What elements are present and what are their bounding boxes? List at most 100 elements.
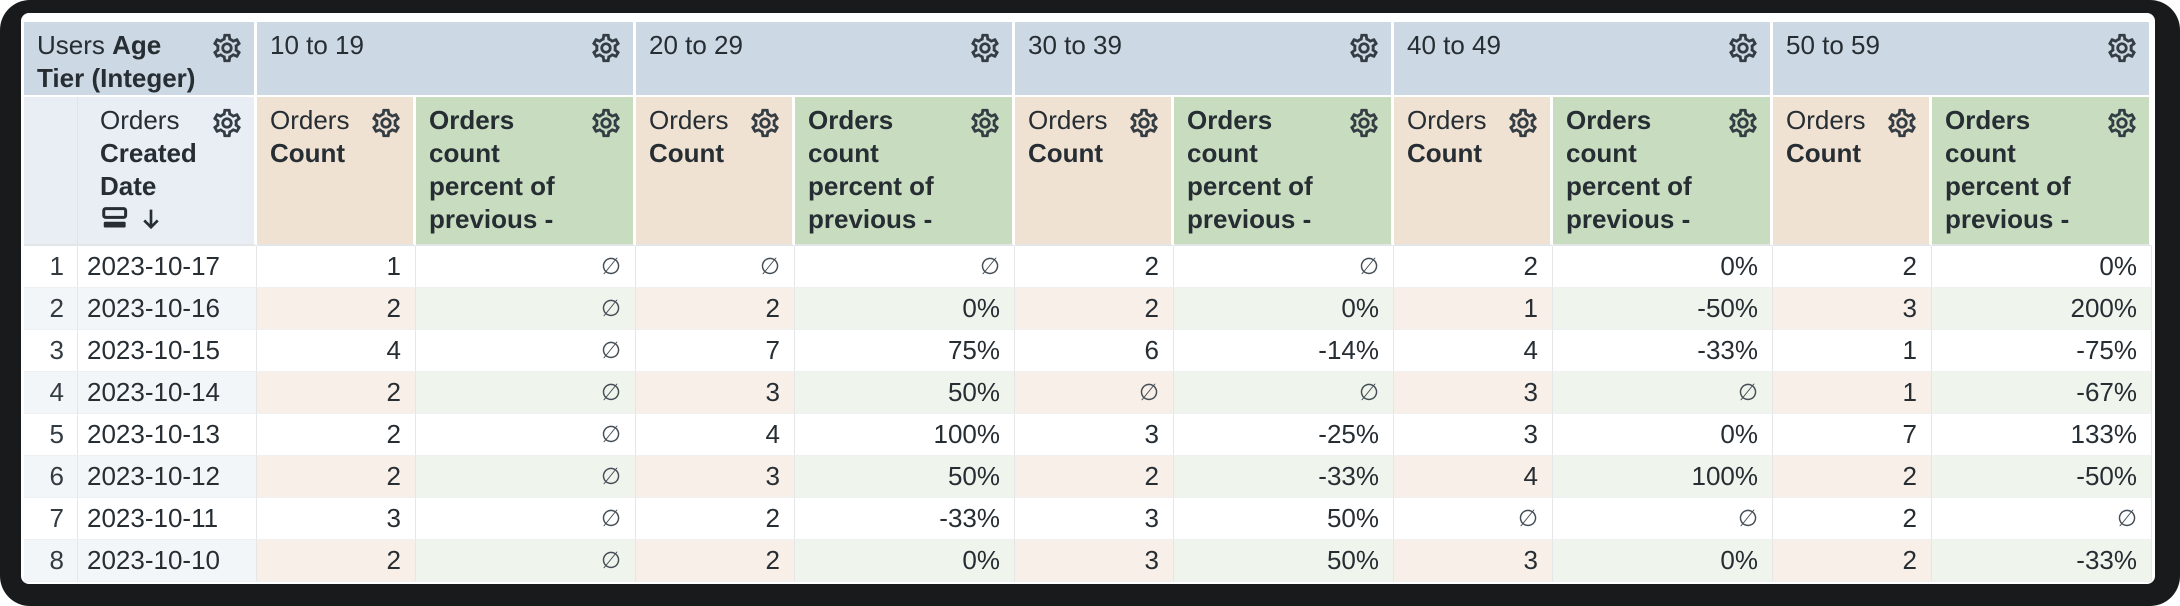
percent-cell[interactable]: 75%	[795, 330, 1015, 372]
group-subtotal-icon[interactable]	[100, 203, 130, 241]
count-cell[interactable]: 3	[1015, 414, 1174, 456]
count-cell[interactable]: 2	[636, 540, 795, 582]
date-cell[interactable]: 2023-10-10	[78, 540, 257, 582]
count-cell[interactable]: 2	[257, 540, 416, 582]
count-cell[interactable]: 2	[257, 288, 416, 330]
percent-cell[interactable]: -50%	[1932, 456, 2152, 498]
measure-header-percent[interactable]: Orders count percent of previous - acros…	[416, 97, 636, 267]
percent-cell[interactable]: 0%	[1553, 414, 1773, 456]
percent-cell[interactable]: ∅	[795, 246, 1015, 288]
measure-header-percent[interactable]: Orders count percent of previous - acros…	[795, 97, 1015, 267]
gear-icon[interactable]	[2105, 31, 2139, 65]
percent-cell[interactable]: 100%	[1553, 456, 1773, 498]
percent-cell[interactable]: ∅	[416, 330, 636, 372]
date-cell[interactable]: 2023-10-13	[78, 414, 257, 456]
percent-cell[interactable]: ∅	[416, 540, 636, 582]
count-cell[interactable]: ∅	[1394, 498, 1553, 540]
count-cell[interactable]: 2	[1773, 246, 1932, 288]
measure-header-count[interactable]: Orders Count	[1394, 97, 1553, 246]
percent-cell[interactable]: ∅	[416, 288, 636, 330]
measure-header-count[interactable]: Orders Count	[636, 97, 795, 246]
measure-header-percent[interactable]: Orders count percent of previous - acros…	[1174, 97, 1394, 267]
count-cell[interactable]: 2	[257, 414, 416, 456]
date-cell[interactable]: 2023-10-17	[78, 246, 257, 288]
count-cell[interactable]: 3	[1394, 372, 1553, 414]
count-cell[interactable]: 2	[1394, 246, 1553, 288]
count-cell[interactable]: ∅	[1015, 372, 1174, 414]
percent-cell[interactable]: -33%	[1174, 456, 1394, 498]
percent-cell[interactable]: 200%	[1932, 288, 2152, 330]
gear-icon[interactable]	[1347, 31, 1381, 65]
percent-cell[interactable]: 0%	[1932, 246, 2152, 288]
percent-cell[interactable]: 0%	[1174, 288, 1394, 330]
gear-icon[interactable]	[1885, 106, 1919, 140]
percent-cell[interactable]: ∅	[416, 246, 636, 288]
count-cell[interactable]: 2	[1773, 456, 1932, 498]
percent-cell[interactable]: -67%	[1932, 372, 2152, 414]
percent-cell[interactable]: 133%	[1932, 414, 2152, 456]
count-cell[interactable]: 3	[1015, 540, 1174, 582]
gear-icon[interactable]	[210, 106, 244, 140]
percent-cell[interactable]: 50%	[795, 456, 1015, 498]
percent-cell[interactable]: -50%	[1553, 288, 1773, 330]
date-cell[interactable]: 2023-10-16	[78, 288, 257, 330]
gear-icon[interactable]	[369, 106, 403, 140]
count-cell[interactable]: 3	[1773, 288, 1932, 330]
gear-icon[interactable]	[748, 106, 782, 140]
gear-icon[interactable]	[968, 106, 1002, 140]
date-cell[interactable]: 2023-10-14	[78, 372, 257, 414]
count-cell[interactable]: 1	[1773, 372, 1932, 414]
count-cell[interactable]: 2	[1773, 540, 1932, 582]
percent-cell[interactable]: ∅	[1174, 246, 1394, 288]
count-cell[interactable]: 2	[1015, 288, 1174, 330]
percent-cell[interactable]: ∅	[416, 498, 636, 540]
measure-header-count[interactable]: Orders Count	[257, 97, 416, 246]
gear-icon[interactable]	[210, 31, 244, 65]
percent-cell[interactable]: -33%	[1932, 540, 2152, 582]
gear-icon[interactable]	[1726, 31, 1760, 65]
percent-cell[interactable]: ∅	[1932, 498, 2152, 540]
percent-cell[interactable]: 100%	[795, 414, 1015, 456]
count-cell[interactable]: 2	[1773, 498, 1932, 540]
pivot-value-header[interactable]: 40 to 49	[1394, 22, 1773, 97]
percent-cell[interactable]: 0%	[1553, 540, 1773, 582]
gear-icon[interactable]	[589, 31, 623, 65]
pivot-field-header[interactable]: Users Age Tier (Integer)	[24, 22, 257, 119]
count-cell[interactable]: ∅	[636, 246, 795, 288]
date-cell[interactable]: 2023-10-12	[78, 456, 257, 498]
pivot-value-header[interactable]: 50 to 59	[1773, 22, 2152, 97]
percent-cell[interactable]: ∅	[416, 414, 636, 456]
count-cell[interactable]: 7	[1773, 414, 1932, 456]
count-cell[interactable]: 1	[257, 246, 416, 288]
count-cell[interactable]: 1	[1394, 288, 1553, 330]
percent-cell[interactable]: ∅	[1553, 372, 1773, 414]
gear-icon[interactable]	[2105, 106, 2139, 140]
pivot-value-header[interactable]: 10 to 19	[257, 22, 636, 97]
count-cell[interactable]: 3	[1015, 498, 1174, 540]
count-cell[interactable]: 4	[257, 330, 416, 372]
gear-icon[interactable]	[968, 31, 1002, 65]
count-cell[interactable]: 4	[1394, 456, 1553, 498]
percent-cell[interactable]: -14%	[1174, 330, 1394, 372]
gear-icon[interactable]	[589, 106, 623, 140]
row-field-header[interactable]: Orders Created Date	[78, 97, 257, 246]
measure-header-count[interactable]: Orders Count	[1773, 97, 1932, 246]
count-cell[interactable]: 4	[636, 414, 795, 456]
count-cell[interactable]: 2	[636, 288, 795, 330]
percent-cell[interactable]: -33%	[795, 498, 1015, 540]
gear-icon[interactable]	[1726, 106, 1760, 140]
sort-descending-icon[interactable]	[137, 205, 165, 241]
count-cell[interactable]: 2	[1015, 456, 1174, 498]
count-cell[interactable]: 2	[1015, 246, 1174, 288]
count-cell[interactable]: 6	[1015, 330, 1174, 372]
count-cell[interactable]: 7	[636, 330, 795, 372]
percent-cell[interactable]: 50%	[1174, 498, 1394, 540]
pivot-value-header[interactable]: 20 to 29	[636, 22, 1015, 97]
percent-cell[interactable]: ∅	[416, 456, 636, 498]
percent-cell[interactable]: 50%	[1174, 540, 1394, 582]
date-cell[interactable]: 2023-10-11	[78, 498, 257, 540]
gear-icon[interactable]	[1506, 106, 1540, 140]
count-cell[interactable]: 4	[1394, 330, 1553, 372]
gear-icon[interactable]	[1127, 106, 1161, 140]
percent-cell[interactable]: -75%	[1932, 330, 2152, 372]
